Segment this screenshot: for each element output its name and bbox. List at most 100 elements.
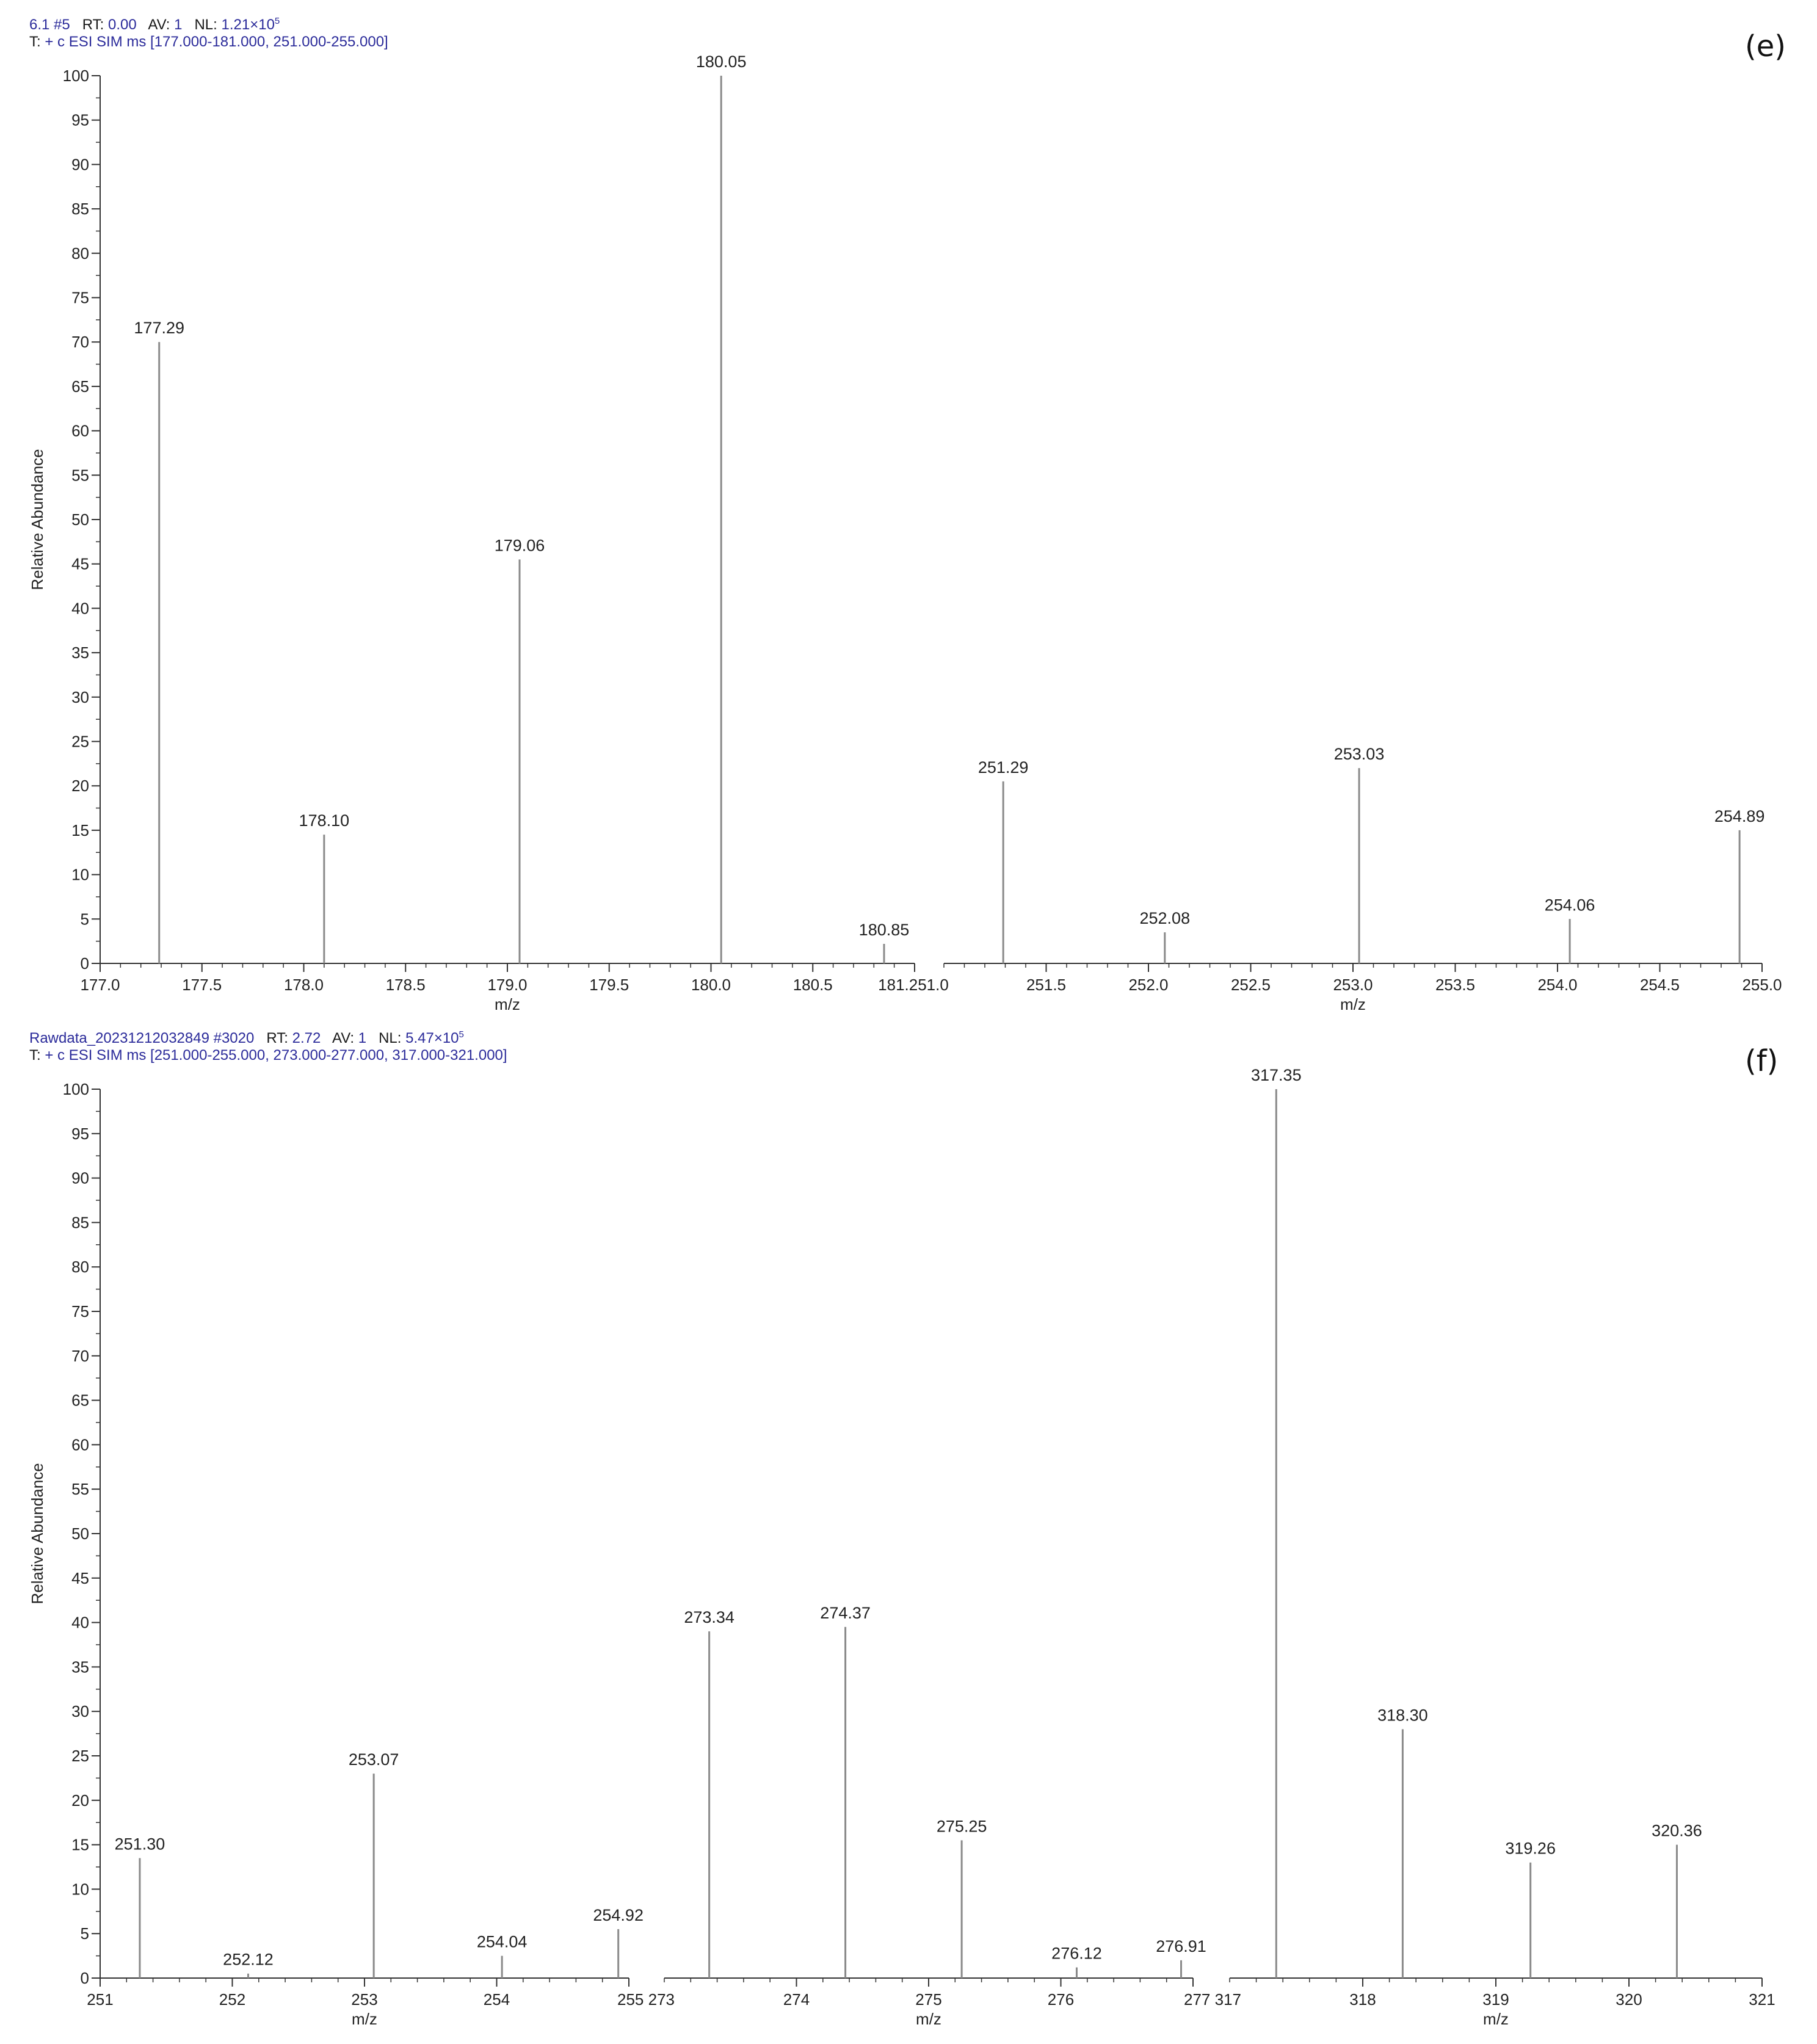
- y-tick-label-e-0: 0: [81, 954, 89, 973]
- y-tick-label-f-95: 95: [71, 1125, 89, 1143]
- header-e-av-label: AV:: [148, 16, 170, 33]
- x-tick-label-e-0-5: 179.5: [589, 976, 629, 994]
- peak-label-e-0-3: 180.05: [696, 53, 747, 71]
- y-tick-label-f-65: 65: [71, 1391, 89, 1410]
- x-tick-label-e-0-2: 178.0: [284, 976, 324, 994]
- y-tick-label-f-80: 80: [71, 1258, 89, 1276]
- y-tick-label-e-90: 90: [71, 155, 89, 173]
- y-tick-label-f-70: 70: [71, 1347, 89, 1365]
- header-f-av: 1: [358, 1030, 367, 1046]
- x-tick-label-e-1-4: 253.5: [1435, 976, 1475, 994]
- x-tick-label-e-0-1: 177.5: [182, 976, 222, 994]
- x-axis-title-f-2: m/z: [1483, 2010, 1509, 2028]
- x-axis-title-e-0: m/z: [495, 995, 520, 1013]
- x-axis-title-e-1: m/z: [1340, 995, 1366, 1013]
- header-f-filter: + c ESI SIM ms [251.000-255.000, 273.000…: [45, 1047, 507, 1064]
- y-tick-label-f-45: 45: [71, 1569, 89, 1587]
- peak-label-f-0-3: 254.04: [477, 1933, 528, 1951]
- y-tick-label-f-75: 75: [71, 1302, 89, 1321]
- header-e-nl-label: NL:: [194, 16, 217, 33]
- peak-label-e-0-4: 180.85: [859, 921, 910, 939]
- peak-label-f-2-1: 318.30: [1377, 1706, 1428, 1724]
- x-tick-label-f-1-0: 274: [783, 1990, 810, 2009]
- peak-label-f-1-1: 274.37: [820, 1604, 871, 1622]
- x-tick-label-e-1-2: 252.5: [1231, 976, 1271, 994]
- y-tick-label-e-70: 70: [71, 333, 89, 351]
- peak-label-f-2-0: 317.35: [1251, 1066, 1302, 1084]
- peak-label-f-1-0: 273.34: [684, 1608, 734, 1626]
- y-tick-label-e-80: 80: [71, 244, 89, 263]
- peak-label-f-0-2: 253.07: [349, 1750, 399, 1769]
- y-axis-title-f: Relative Abundance: [28, 1463, 46, 1604]
- header-f-nl: 5.47×10: [405, 1030, 459, 1046]
- header-f-filter-prefix: T:: [29, 1047, 41, 1064]
- y-tick-label-f-20: 20: [71, 1791, 89, 1810]
- header-e-nl: 1.21×10: [221, 16, 275, 33]
- y-tick-label-f-50: 50: [71, 1524, 89, 1543]
- y-tick-label-f-90: 90: [71, 1169, 89, 1187]
- y-tick-label-e-15: 15: [71, 821, 89, 839]
- peak-label-e-1-2: 253.03: [1334, 745, 1385, 763]
- header-f-line2: T: + c ESI SIM ms [251.000-255.000, 273.…: [29, 1046, 507, 1065]
- header-f-av-label: AV:: [332, 1030, 355, 1046]
- peak-label-f-1-4: 276.91: [1156, 1937, 1206, 1955]
- x-tick-label-f-0-2: 253: [351, 1990, 377, 2009]
- x-joined-tick-label-f-1: 277 317: [1184, 1990, 1241, 2009]
- peak-label-e-0-0: 177.29: [134, 319, 184, 337]
- y-tick-label-e-55: 55: [71, 466, 89, 484]
- header-e-rt: 0.00: [108, 16, 137, 33]
- x-tick-label-e-0-3: 178.5: [386, 976, 426, 994]
- peak-label-e-1-1: 252.08: [1140, 909, 1191, 927]
- x-tick-label-f-0-3: 254: [484, 1990, 510, 2009]
- y-tick-label-e-65: 65: [71, 377, 89, 396]
- header-f-rt: 2.72: [292, 1030, 321, 1046]
- y-tick-label-e-75: 75: [71, 289, 89, 307]
- y-tick-label-e-35: 35: [71, 643, 89, 662]
- x-axis-title-f-1: m/z: [916, 2010, 941, 2028]
- x-joined-tick-label-e-0: 181.251.0: [878, 976, 949, 994]
- y-tick-label-e-60: 60: [71, 422, 89, 440]
- header-e-filter: + c ESI SIM ms [177.000-181.000, 251.000…: [45, 34, 388, 50]
- y-tick-label-f-100: 100: [63, 1080, 89, 1098]
- x-tick-label-e-1-1: 252.0: [1128, 976, 1168, 994]
- y-tick-label-e-100: 100: [63, 67, 89, 85]
- x-tick-label-e-0-7: 180.5: [793, 976, 833, 994]
- x-tick-label-f-0-0: 251: [87, 1990, 113, 2009]
- header-e-filter-prefix: T:: [29, 34, 41, 50]
- peak-label-f-0-0: 251.30: [115, 1835, 165, 1853]
- y-tick-label-f-55: 55: [71, 1480, 89, 1498]
- y-tick-label-e-50: 50: [71, 510, 89, 529]
- y-tick-label-e-20: 20: [71, 777, 89, 795]
- peak-label-e-0-1: 178.10: [299, 811, 350, 830]
- y-tick-label-e-5: 5: [81, 910, 89, 928]
- header-e-nl-exp: 5: [274, 16, 280, 26]
- x-tick-label-f-2-3: 321: [1749, 1990, 1775, 2009]
- x-tick-label-f-1-1: 275: [915, 1990, 941, 2009]
- y-tick-label-e-40: 40: [71, 599, 89, 617]
- header-e-line1: 6.1 #5 RT: 0.00 AV: 1 NL: 1.21×105: [29, 12, 280, 34]
- x-tick-label-f-1-2: 276: [1048, 1990, 1074, 2009]
- x-tick-label-e-1-6: 254.5: [1640, 976, 1680, 994]
- x-axis-title-f-0: m/z: [352, 2010, 377, 2028]
- header-f-line1: Rawdata_20231212032849 #3020 RT: 2.72 AV…: [29, 1026, 464, 1048]
- y-tick-label-e-85: 85: [71, 200, 89, 218]
- y-tick-label-f-10: 10: [71, 1880, 89, 1898]
- x-tick-label-e-1-0: 251.5: [1026, 976, 1066, 994]
- y-tick-label-f-15: 15: [71, 1836, 89, 1854]
- x-tick-label-f-2-2: 320: [1616, 1990, 1642, 2009]
- peak-label-f-0-1: 252.12: [223, 1951, 274, 1969]
- x-tick-label-e-0-6: 180.0: [691, 976, 731, 994]
- y-tick-label-e-30: 30: [71, 688, 89, 706]
- header-e-line2: T: + c ESI SIM ms [177.000-181.000, 251.…: [29, 33, 388, 51]
- y-tick-label-e-10: 10: [71, 866, 89, 884]
- x-tick-label-e-0-4: 179.0: [487, 976, 527, 994]
- peak-label-f-1-3: 276.12: [1051, 1944, 1102, 1963]
- y-tick-label-e-45: 45: [71, 555, 89, 573]
- peak-label-f-2-3: 320.36: [1652, 1822, 1702, 1840]
- header-f-nl-exp: 5: [459, 1029, 464, 1040]
- x-tick-label-e-1-5: 254.0: [1537, 976, 1577, 994]
- x-tick-label-e-1-7: 255.0: [1742, 976, 1782, 994]
- x-tick-label-f-2-0: 318: [1349, 1990, 1376, 2009]
- y-tick-label-f-0: 0: [81, 1969, 89, 1987]
- y-tick-label-f-60: 60: [71, 1435, 89, 1454]
